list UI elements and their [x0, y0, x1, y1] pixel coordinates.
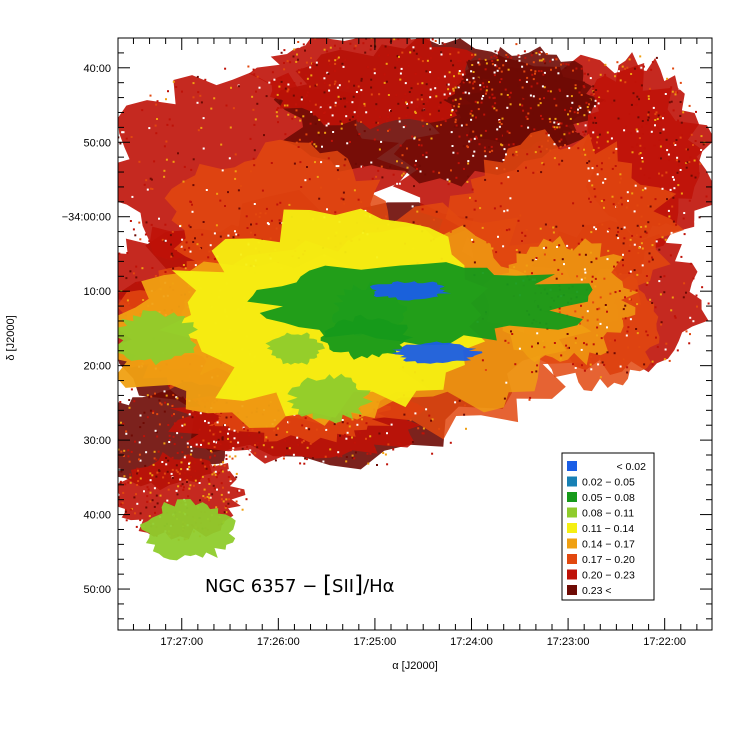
nebula-envelope-region — [249, 38, 490, 130]
x-tick-label: 17:26:00 — [257, 636, 300, 648]
legend-swatch — [567, 569, 577, 580]
legend-box — [561, 452, 655, 601]
legend-swatch — [567, 523, 577, 533]
legend-label: 0.08 − 0.11 — [582, 508, 634, 520]
legend-swatch — [567, 507, 577, 518]
ratio-region — [320, 314, 413, 360]
ratio-region — [370, 281, 452, 301]
legend-swatch — [567, 554, 577, 564]
y-axis-tick-labels: 40:00 50:00 −34:00:00 10:00 20:00 30:00 40:00 5… — [62, 63, 111, 596]
map-title-suffix: /Hα — [363, 576, 394, 597]
x-axis-tick-labels: 17:27:00 17:26:00 17:25:00 17:24:00 17:23:00… — [160, 636, 686, 648]
legend-swatch — [567, 585, 577, 595]
ratio-region — [139, 499, 236, 561]
x-tick-label: 17:25:00 — [353, 636, 396, 648]
x-tick-label: 17:23:00 — [547, 636, 590, 648]
svg-text:NGC 6357 − [SII]/Hα: NGC 6357 − [SII]/Hα — [205, 572, 395, 598]
y-tick-label: 40:00 — [83, 63, 111, 75]
ratio-map-image — [118, 38, 712, 561]
ratio-region — [265, 332, 326, 365]
y-tick-label: −34:00:00 — [62, 212, 111, 224]
x-tick-label: 17:27:00 — [160, 636, 203, 648]
map-title-open-bracket: [ — [323, 572, 332, 598]
legend-label: 0.02 − 0.05 — [582, 477, 635, 489]
map-title-close-bracket: ] — [354, 572, 363, 598]
legend-label: 0.11 − 0.14 — [582, 523, 634, 535]
legend-label: < 0.02 — [617, 461, 647, 473]
y-tick-label: 30:00 — [83, 435, 111, 447]
ratio-region — [118, 310, 198, 366]
y-axis-title: δ [J2000] — [5, 315, 17, 360]
legend-entries: < 0.02 0.02 − 0.05 0.05 − 0.08 0.08 − 0.11 0… — [567, 461, 646, 597]
color-legend: < 0.02 0.02 − 0.05 0.05 − 0.08 0.08 − 0.11 0… — [561, 452, 655, 601]
axis-ticks — [118, 37, 712, 630]
legend-swatch — [567, 461, 577, 471]
legend-swatch — [567, 538, 577, 549]
map-title-ion: SII — [332, 576, 354, 597]
ratio-region — [247, 262, 593, 346]
ratio-region — [391, 341, 483, 364]
legend-swatch — [567, 492, 577, 502]
legend-label: 0.14 − 0.17 — [582, 539, 635, 551]
y-tick-label: 20:00 — [83, 361, 111, 373]
ratio-region — [286, 373, 373, 424]
map-title-prefix: NGC 6357 − — [205, 576, 323, 597]
legend-label: 0.17 − 0.20 — [582, 554, 635, 566]
y-tick-label: 50:00 — [83, 584, 111, 596]
legend-swatch — [567, 476, 577, 487]
legend-label: 0.20 − 0.23 — [582, 570, 635, 582]
x-tick-label: 17:24:00 — [450, 636, 493, 648]
y-tick-label: 50:00 — [83, 137, 111, 149]
y-tick-label: 40:00 — [83, 510, 111, 522]
x-tick-label: 17:22:00 — [643, 636, 686, 648]
x-axis-title: α [J2000] — [392, 660, 438, 672]
map-title: NGC 6357 − [SII]/Hα — [205, 572, 395, 598]
plot-frame — [117, 37, 713, 631]
y-tick-label: 10:00 — [83, 286, 111, 298]
legend-label: 0.05 − 0.08 — [582, 492, 635, 504]
legend-label: 0.23 < — [582, 585, 612, 597]
